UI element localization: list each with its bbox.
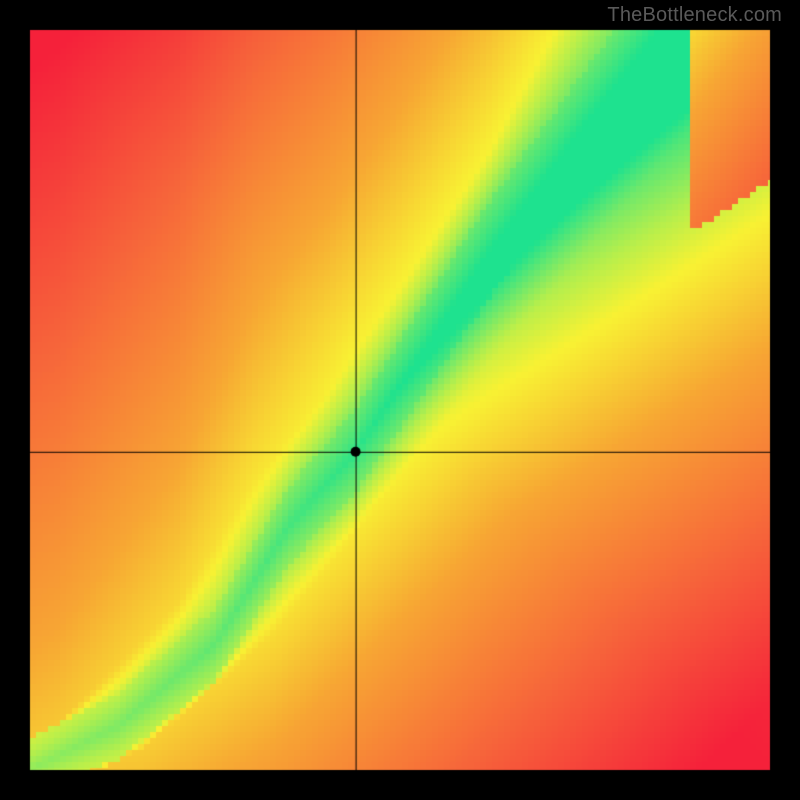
chart-container: TheBottleneck.com	[0, 0, 800, 800]
watermark-text: TheBottleneck.com	[607, 4, 782, 27]
heatmap-canvas	[0, 0, 800, 800]
